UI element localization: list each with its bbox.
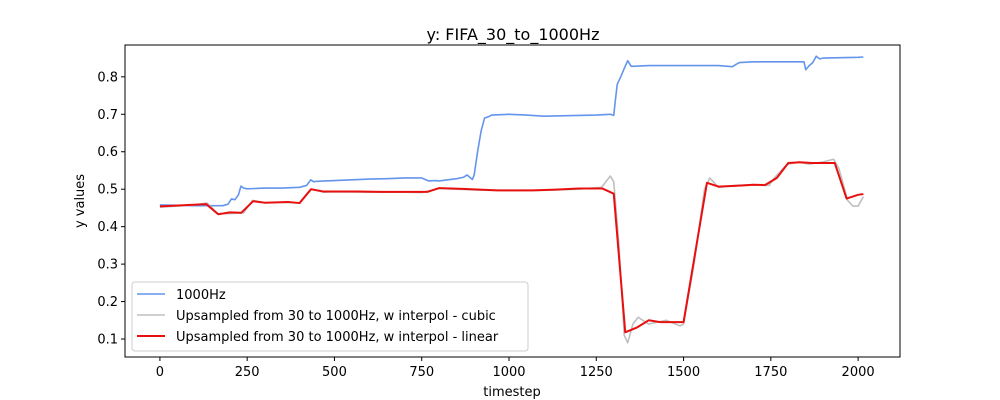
x-tick-label: 750 <box>409 365 434 380</box>
y-tick-label: 0.4 <box>97 220 118 235</box>
x-tick-label: 1500 <box>667 365 700 380</box>
x-axis: 0 250 500 750 1000 1250 1500 1750 2000 <box>156 357 875 380</box>
x-tick-label: 500 <box>322 365 347 380</box>
y-tick-label: 0.8 <box>97 70 118 85</box>
x-tick-label: 2000 <box>842 365 875 380</box>
x-axis-label: timestep <box>483 385 541 400</box>
plot-area <box>159 55 865 344</box>
x-tick-label: 1250 <box>580 365 613 380</box>
y-tick-label: 0.2 <box>97 295 118 310</box>
y-axis: 0.1 0.2 0.3 0.4 0.5 0.6 0.7 0.8 <box>97 70 125 348</box>
x-tick-label: 0 <box>156 365 164 380</box>
legend-label-1: Upsampled from 30 to 1000Hz, w interpol … <box>176 309 496 324</box>
legend-label-0: 1000Hz <box>176 288 226 303</box>
legend: 1000Hz Upsampled from 30 to 1000Hz, w int… <box>131 281 529 352</box>
series-line-2 <box>159 161 864 334</box>
x-tick-label: 250 <box>235 365 260 380</box>
plot-frame <box>124 44 901 358</box>
chart-title: y: FIFA_30_to_1000Hz <box>427 25 600 45</box>
y-axis-label: y values <box>73 174 88 228</box>
y-tick-label: 0.1 <box>97 333 118 348</box>
series-line-0 <box>159 55 864 207</box>
x-tick-label: 1000 <box>492 365 525 380</box>
y-tick-label: 0.6 <box>97 145 118 160</box>
legend-box <box>131 281 529 352</box>
legend-label-2: Upsampled from 30 to 1000Hz, w interpol … <box>176 330 499 345</box>
y-tick-label: 0.5 <box>97 183 118 198</box>
y-tick-label: 0.7 <box>97 108 118 123</box>
y-tick-label: 0.3 <box>97 258 118 273</box>
x-tick-label: 1750 <box>754 365 787 380</box>
